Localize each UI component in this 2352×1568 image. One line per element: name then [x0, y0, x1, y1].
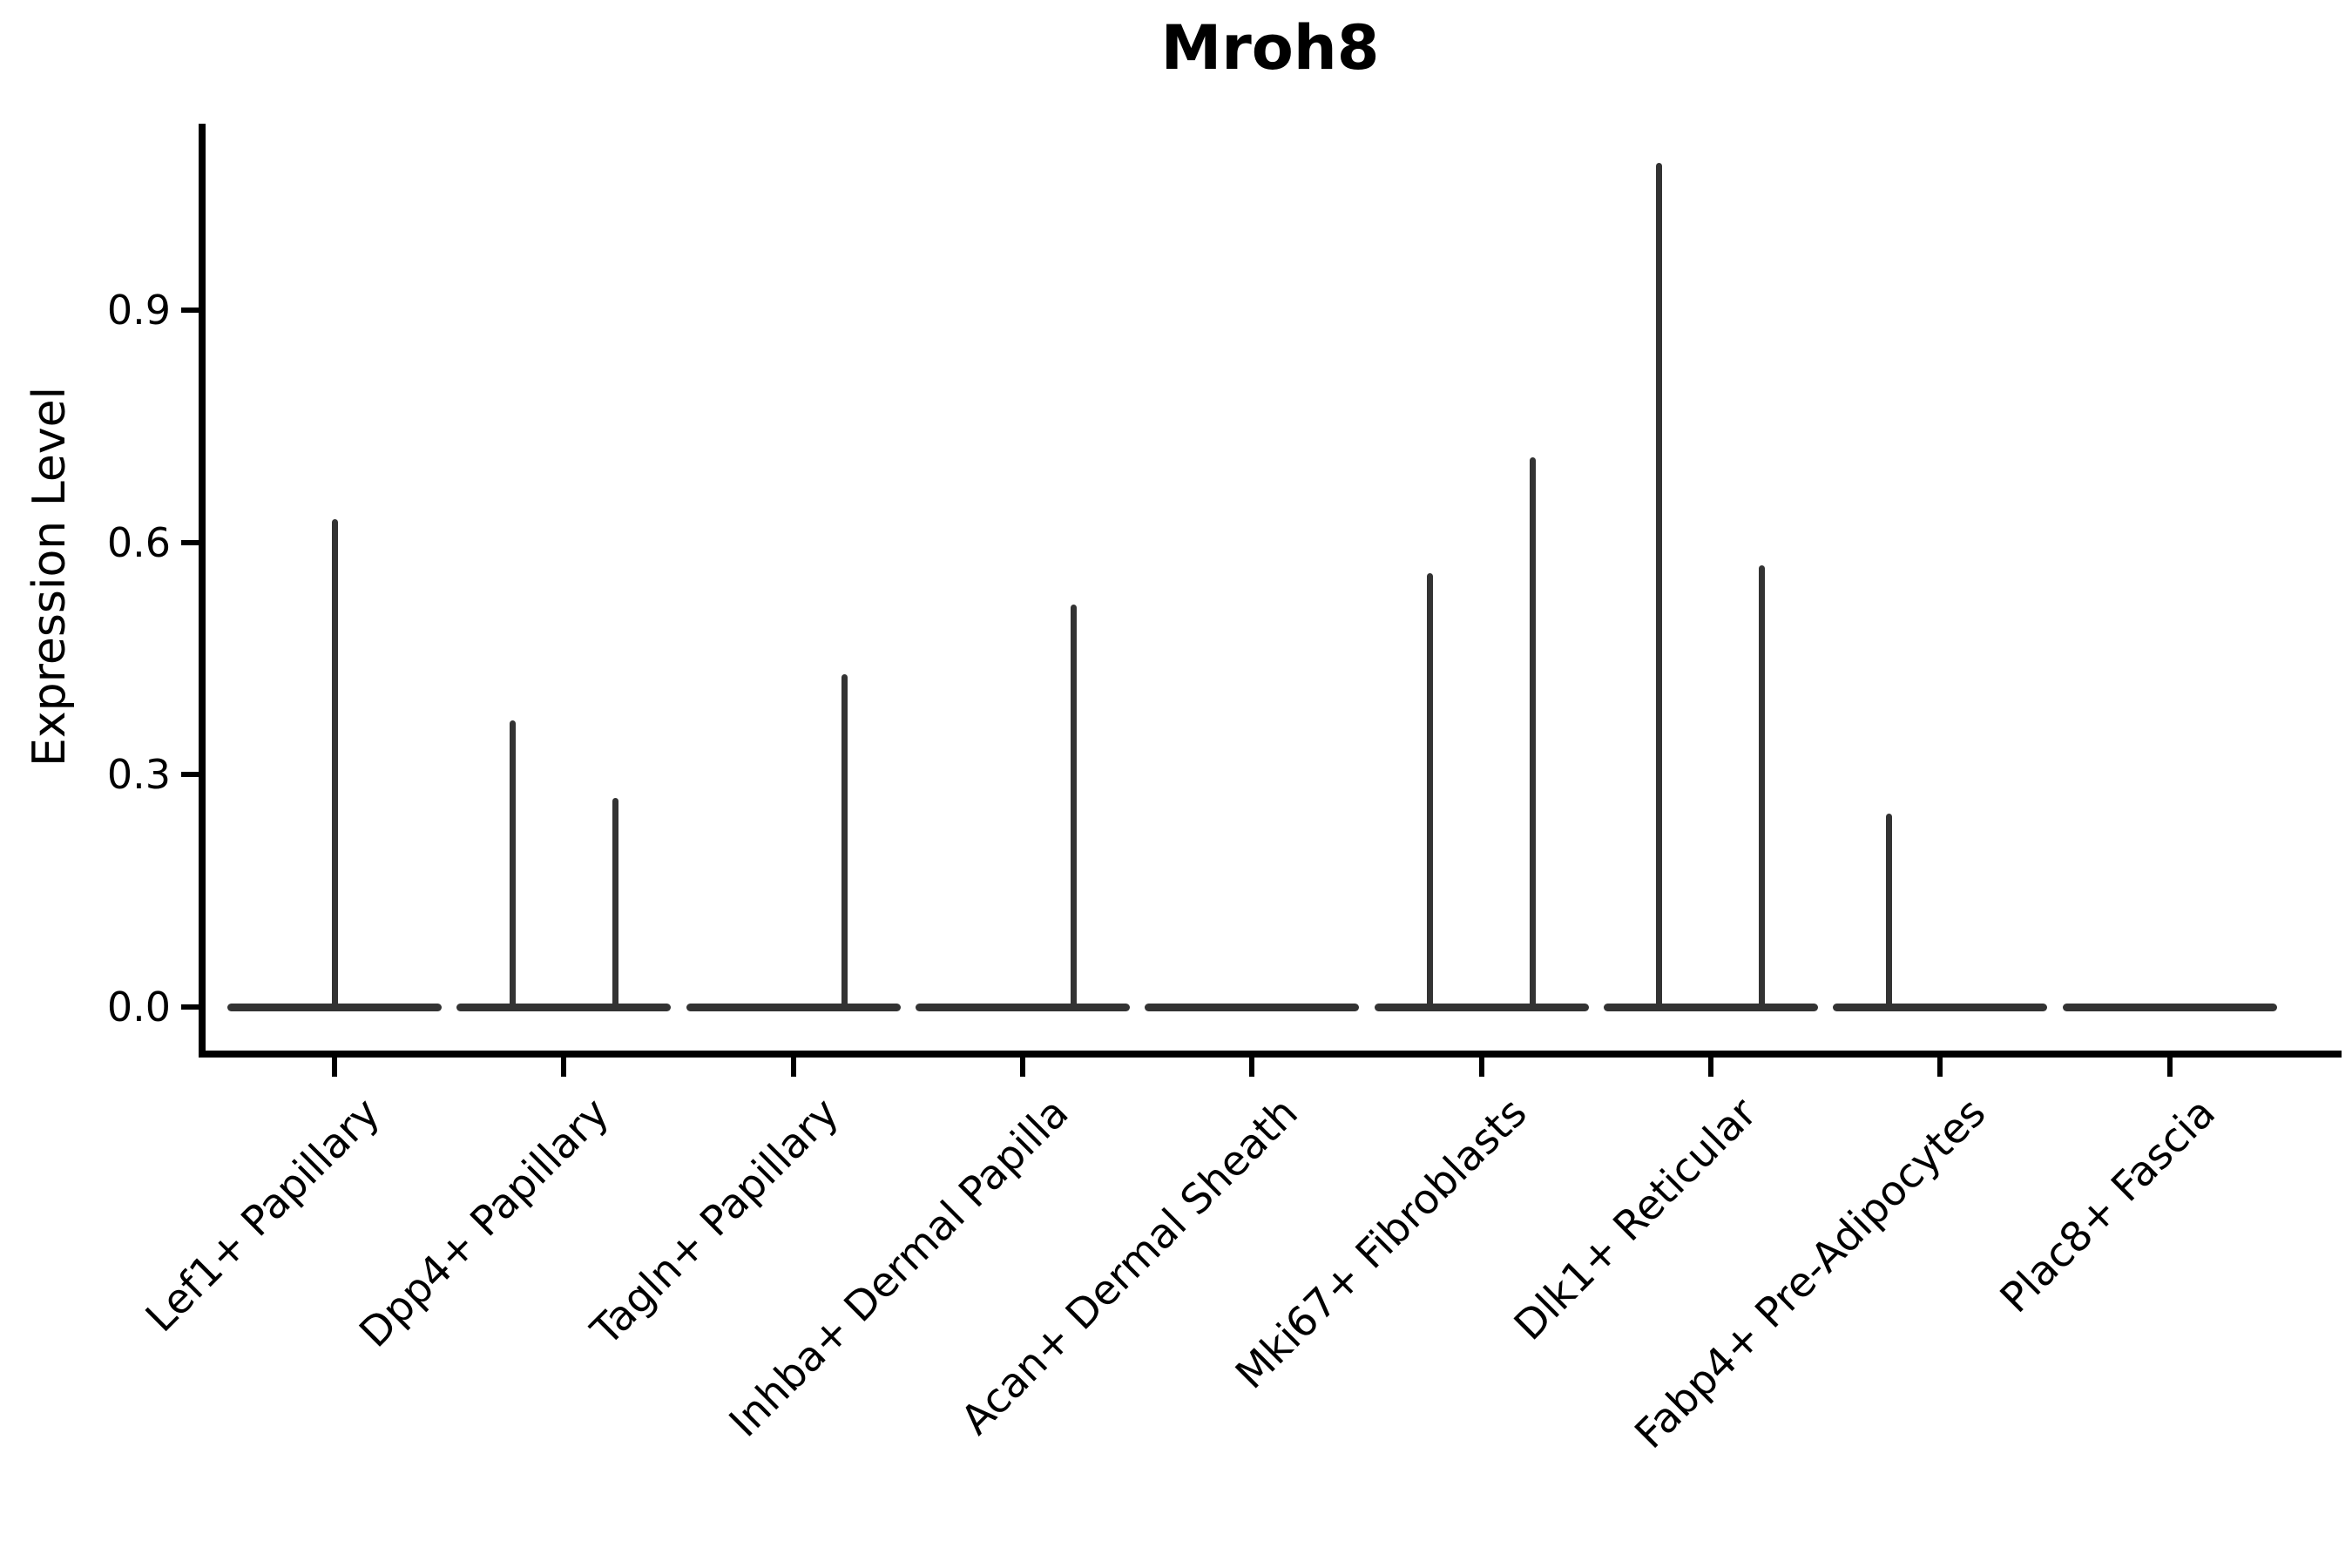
x-tick-label: Dlk1+ Reticular: [1504, 1089, 1766, 1350]
violin-spike-left: [1427, 573, 1434, 1007]
violin-spike-right: [1759, 565, 1766, 1007]
x-tick: [561, 1058, 567, 1077]
violin-spike-right: [1071, 604, 1078, 1007]
violin-spike-left: [509, 720, 516, 1007]
y-tick-label: 0.3: [106, 751, 171, 799]
violin-spike-left: [1656, 163, 1663, 1007]
violin-base: [456, 1003, 672, 1011]
violin-base: [1603, 1003, 1818, 1011]
x-tick-label: Lef1+ Papillary: [136, 1089, 389, 1342]
violin-base: [1145, 1003, 1360, 1011]
x-tick-label: Plac8+ Fascia: [1990, 1089, 2225, 1322]
x-tick: [332, 1058, 337, 1077]
violin-spike-left: [1885, 813, 1892, 1007]
y-tick-label: 0.0: [106, 983, 171, 1031]
x-tick-label: Tagln+ Papillary: [582, 1089, 848, 1355]
y-axis-label: Expression Level: [24, 386, 76, 767]
x-tick: [790, 1058, 796, 1077]
y-axis-line: [199, 124, 206, 1058]
violin-base: [1833, 1003, 2048, 1011]
violin-base: [915, 1003, 1130, 1011]
violin-spike-center: [331, 519, 338, 1007]
violin-base: [2062, 1003, 2277, 1011]
x-tick: [1478, 1058, 1484, 1077]
violin-spike-right: [841, 673, 848, 1007]
y-tick-label: 0.6: [106, 518, 171, 566]
x-tick: [1937, 1058, 1943, 1077]
x-tick: [2166, 1058, 2173, 1077]
violin-spike-right: [1530, 457, 1537, 1007]
x-tick: [1019, 1058, 1025, 1077]
chart-title: Mroh8: [1160, 12, 1380, 84]
y-tick: [181, 308, 199, 314]
violin-base: [686, 1003, 901, 1011]
violin-spike-right: [612, 798, 618, 1007]
x-tick: [1249, 1058, 1255, 1077]
x-tick-label: Dpp4+ Papillary: [350, 1089, 619, 1357]
violin-base: [227, 1003, 442, 1011]
x-axis-line: [199, 1051, 2342, 1058]
y-tick-label: 0.9: [106, 287, 171, 335]
x-tick: [1707, 1058, 1713, 1077]
y-tick: [181, 1004, 199, 1010]
violin-base: [1374, 1003, 1589, 1011]
y-tick: [181, 772, 199, 778]
y-tick: [181, 539, 199, 545]
